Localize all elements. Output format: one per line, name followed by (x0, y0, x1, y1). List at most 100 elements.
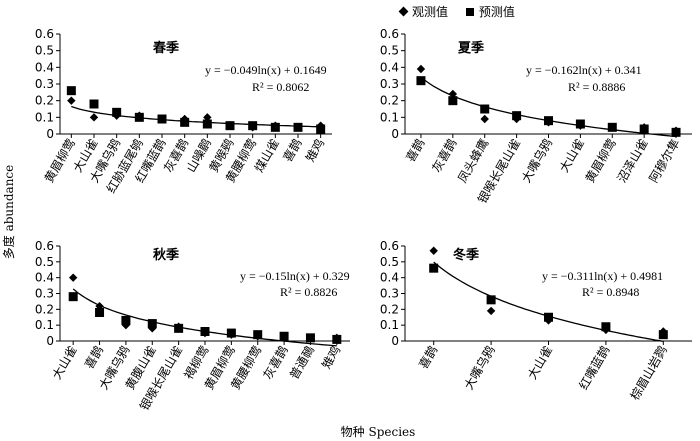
x-axis-label: 物种 Species (341, 425, 416, 439)
spring-observed-point (89, 113, 99, 122)
spring-equation: y = −0.049ln(x) + 0.1649 (205, 63, 327, 77)
summer-r-squared: R² = 0.8886 (568, 80, 625, 94)
summer-x-tick-label: 沼泽山雀 (615, 137, 651, 186)
winter-x-tick-label: 大嘴乌鸦 (461, 343, 498, 392)
winter-observed-point (429, 246, 438, 255)
summer-predicted-point (607, 122, 617, 132)
autumn-predicted-point (68, 292, 78, 302)
winter-x-tick-label: 喜鹊 (416, 344, 440, 372)
autumn-y-tick-label: 0.3 (35, 287, 54, 301)
autumn-x-tick-label: 喜鹊 (82, 344, 106, 372)
winter-y-tick-label: 0.4 (380, 271, 399, 285)
summer-observed-point (416, 64, 426, 74)
spring-predicted-point (225, 121, 235, 131)
autumn-y-tick-label: 0.4 (35, 271, 54, 285)
spring-observed-point (203, 113, 212, 122)
summer-predicted-point (480, 104, 490, 114)
spring-y-tick-label: 0.1 (35, 110, 54, 124)
spring-predicted-point (293, 122, 303, 132)
summer-x-tick-label: 黄眉柳莺 (583, 137, 619, 186)
autumn-predicted-point (279, 331, 289, 341)
summer-observed-point (480, 114, 489, 124)
winter-predicted-point (429, 263, 439, 273)
summer-y-tick-label: 0.3 (380, 77, 399, 91)
spring-predicted-point (202, 119, 212, 129)
square-marker-icon (465, 7, 474, 16)
summer-x-tick-label: 凤头蜂鹰 (454, 136, 491, 185)
spring-x-tick-label: 黄眉柳莺 (42, 137, 78, 186)
spring-y-tick-label: 0.2 (35, 94, 54, 108)
winter-y-tick-label: 0.1 (380, 318, 399, 332)
legend: 观测值 预测值 (398, 3, 515, 20)
spring-predicted-point (89, 99, 99, 109)
winter-y-tick-label: 0.2 (380, 302, 399, 316)
winter-y-tick-label: 0.3 (380, 287, 399, 301)
autumn-y-tick-label: 0.2 (35, 302, 54, 316)
summer-predicted-point (671, 127, 681, 137)
legend-observed: 观测值 (412, 5, 449, 19)
autumn-predicted-point (200, 327, 210, 336)
summer-predicted-point (639, 124, 649, 134)
autumn-x-tick-label: 灰喜鹊 (261, 344, 291, 382)
summer-trend-line (420, 76, 677, 138)
summer-x-tick-label: 大嘴乌鸦 (518, 136, 555, 185)
autumn-equation: y = −0.15ln(x) + 0.329 (240, 269, 350, 283)
summer-equation: y = −0.162ln(x) + 0.341 (526, 63, 642, 77)
summer-predicted-point (575, 119, 585, 129)
winter-panel-title: 冬季 (453, 247, 479, 263)
winter-x-tick-label: 大山雀 (525, 344, 555, 382)
summer-y-tick-label: 0.1 (380, 110, 399, 124)
spring-x-tick-label: 雉鸡 (302, 136, 327, 164)
winter-predicted-point (658, 330, 668, 340)
spring-predicted-point (316, 124, 326, 134)
autumn-predicted-point (121, 315, 131, 325)
summer-x-tick-label: 喜鹊 (403, 137, 427, 165)
summer-y-tick-label: 0.5 (380, 44, 399, 58)
summer-x-tick-label: 阿穆尔隼 (646, 136, 683, 185)
spring-y-tick-label: 0.3 (35, 77, 54, 91)
summer-panel-title: 夏季 (457, 40, 484, 56)
summer-x-tick-label: 大山雀 (557, 137, 587, 175)
autumn-x-tick-label: 雉鸡 (318, 343, 343, 371)
summer-x-tick-label: 灰喜鹊 (429, 137, 459, 175)
spring-y-tick-label: 0.4 (35, 60, 54, 74)
autumn-y-tick-label: 0.1 (35, 318, 54, 332)
summer-y-tick-label: 0.6 (380, 27, 399, 41)
spring-observed-point (67, 96, 76, 105)
spring-predicted-point (270, 122, 280, 132)
autumn-predicted-point (147, 319, 157, 329)
spring-predicted-point (112, 107, 122, 117)
winter-predicted-point (601, 322, 611, 332)
spring-r-squared: R² = 0.8062 (252, 80, 309, 94)
spring-y-tick-label: 0 (46, 127, 54, 141)
autumn-r-squared: R² = 0.8826 (280, 285, 337, 299)
summer-y-tick-label: 0.2 (380, 94, 399, 108)
summer-predicted-point (448, 96, 458, 106)
winter-x-tick-label: 红嘴蓝鹊 (575, 343, 612, 392)
spring-predicted-point (157, 114, 167, 124)
spring-predicted-point (180, 117, 190, 127)
winter-observed-point (486, 306, 496, 316)
spring-panel-title: 春季 (152, 40, 179, 56)
autumn-panel-title: 秋季 (153, 247, 179, 263)
summer-y-tick-label: 0.4 (380, 60, 399, 74)
autumn-predicted-point (332, 334, 342, 344)
spring-y-tick-label: 0.5 (35, 44, 54, 58)
spring-predicted-point (134, 112, 144, 122)
winter-y-tick-label: 0.5 (380, 255, 399, 269)
autumn-predicted-point (253, 330, 263, 340)
summer-observed-point (448, 89, 458, 99)
spring-trend-line (71, 105, 321, 128)
autumn-x-tick-label: 普通鳾 (287, 344, 317, 382)
legend-predicted: 预测值 (478, 5, 515, 19)
summer-predicted-point (512, 111, 522, 121)
autumn-y-tick-label: 0.6 (35, 239, 54, 253)
autumn-observed-point (68, 273, 78, 282)
autumn-predicted-point (226, 328, 236, 338)
winter-equation: y = −0.311ln(x) + 0.4981 (542, 269, 663, 283)
spring-predicted-point (248, 121, 258, 131)
winter-y-tick-label: 0.6 (380, 239, 399, 253)
autumn-y-tick-label: 0.5 (35, 255, 54, 269)
winter-predicted-point (486, 295, 496, 305)
winter-r-squared: R² = 0.8948 (582, 285, 639, 299)
